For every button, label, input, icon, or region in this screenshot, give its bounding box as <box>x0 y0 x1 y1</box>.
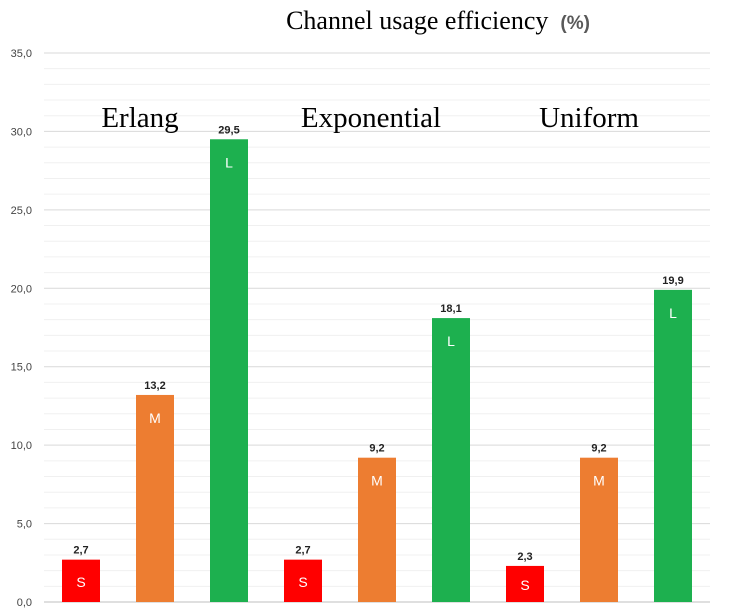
bar-value-label: 2,7 <box>295 545 310 557</box>
bar-size-label: M <box>149 410 161 426</box>
bar-size-label: L <box>225 154 233 170</box>
bar-size-label: S <box>298 574 307 590</box>
bar-size-label: M <box>593 473 605 489</box>
bars: 2,7 S 13,2 M 29,5 L 2,7 S 9,2 M 18,1 L 2,3 S 9,2 M 19,9 L <box>62 124 692 602</box>
bar <box>358 457 396 602</box>
y-tick-label: 0,0 <box>17 597 32 609</box>
bar-value-label: 19,9 <box>662 275 683 287</box>
y-tick-label: 20,0 <box>11 283 32 295</box>
bar-value-label: 9,2 <box>369 443 384 455</box>
bar-value-label: 29,5 <box>218 124 239 136</box>
bar-value-label: 2,7 <box>73 545 88 557</box>
bar <box>210 139 248 602</box>
bar <box>580 457 618 602</box>
bar <box>136 394 174 602</box>
bar-value-label: 9,2 <box>591 443 606 455</box>
y-tick-label: 35,0 <box>11 48 32 60</box>
chart-title: Channel usage efficiency (%) <box>286 6 590 35</box>
y-tick-label: 5,0 <box>17 519 32 531</box>
group-label: Uniform <box>539 102 639 134</box>
bar-size-label: L <box>669 305 677 321</box>
y-tick-label: 25,0 <box>11 205 32 217</box>
bar <box>284 559 322 602</box>
y-tick-label: 15,0 <box>11 362 32 374</box>
group-label: Erlang <box>101 102 178 134</box>
chart-title-text: Channel usage efficiency <box>286 6 548 35</box>
bar-value-label: 13,2 <box>144 380 165 392</box>
y-tick-label: 10,0 <box>11 440 32 452</box>
bar-value-label: 18,1 <box>440 303 461 315</box>
group-labels: Erlang Exponential Uniform <box>101 102 639 134</box>
bar <box>654 289 692 602</box>
bar <box>432 318 470 602</box>
chart-title-unit: (%) <box>560 13 590 34</box>
bar-size-label: S <box>76 574 85 590</box>
bar-size-label: L <box>447 333 455 349</box>
group-label: Exponential <box>301 102 441 134</box>
bar-size-label: S <box>520 577 529 593</box>
y-tick-label: 30,0 <box>11 126 32 138</box>
y-axis: 0,0 5,0 10,0 15,0 20,0 25,0 30,0 35,0 <box>11 48 32 609</box>
bar <box>506 565 544 602</box>
bar-size-label: M <box>371 473 383 489</box>
bar <box>62 559 100 602</box>
bar-value-label: 2,3 <box>517 551 532 563</box>
